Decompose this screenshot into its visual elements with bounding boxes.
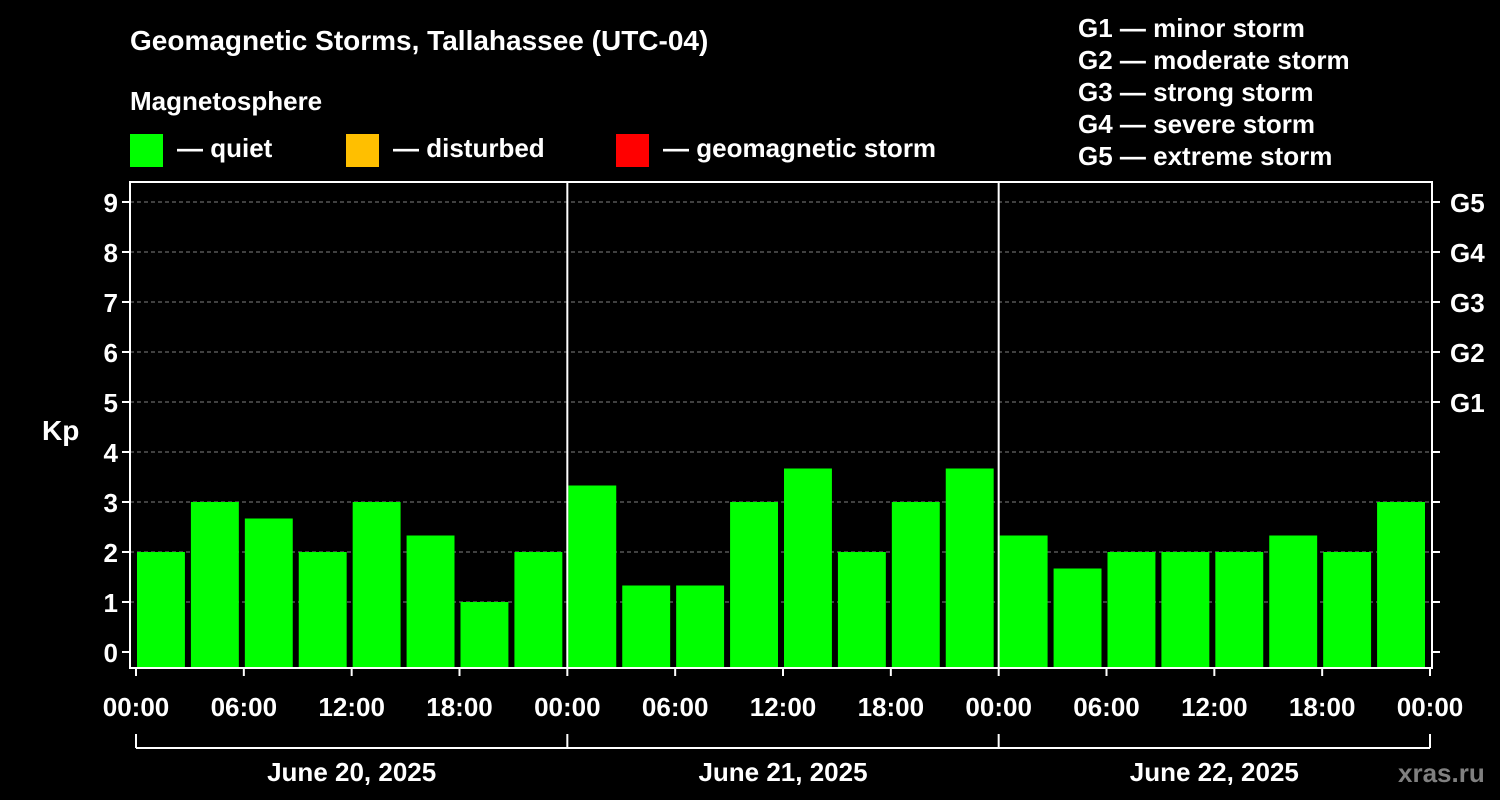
- kp-bar: [1053, 568, 1102, 668]
- kp-bar: [1323, 552, 1372, 668]
- kp-bar: [190, 502, 239, 668]
- legend-label-quiet: — quiet: [177, 133, 273, 163]
- kp-bar: [514, 552, 563, 668]
- kp-bar: [1377, 502, 1425, 668]
- y-tick-label: 5: [104, 388, 118, 418]
- bars: [137, 468, 1432, 668]
- kp-bar: [406, 535, 455, 668]
- y-axis-label: Kp: [42, 415, 79, 446]
- g-scale-g3: G3 — strong storm: [1078, 77, 1313, 107]
- kp-bar: [1161, 552, 1210, 668]
- x-tick-label: 12:00: [1181, 692, 1248, 722]
- y-tick-label: 2: [104, 538, 118, 568]
- g-level-label: G4: [1450, 238, 1485, 268]
- kp-bar: [784, 468, 832, 668]
- kp-bar: [945, 468, 994, 668]
- y-tick-label: 0: [104, 638, 118, 668]
- x-tick-label: 00:00: [534, 692, 601, 722]
- grid-lines: [130, 201, 1432, 603]
- y-tick-label: 4: [104, 438, 119, 468]
- day-label: June 20, 2025: [267, 757, 436, 787]
- kp-bar: [622, 585, 671, 668]
- x-tick-label: 18:00: [426, 692, 493, 722]
- g-scale-g2: G2 — moderate storm: [1078, 45, 1350, 75]
- kp-bar: [460, 602, 509, 668]
- g-scale-legend: G1 — minor storm G2 — moderate storm G3 …: [1078, 13, 1350, 171]
- g-scale-g4: G4 — severe storm: [1078, 109, 1315, 139]
- kp-bar: [1215, 552, 1264, 668]
- g-scale-g1: G1 — minor storm: [1078, 13, 1305, 43]
- kp-bar: [837, 552, 886, 668]
- kp-bar: [137, 552, 185, 668]
- x-tick-label: 12:00: [318, 692, 385, 722]
- watermark: xras.ru: [1398, 758, 1485, 788]
- y-tick-label: 6: [104, 338, 118, 368]
- axes: [122, 181, 1440, 749]
- kp-bar: [298, 552, 347, 668]
- y-tick-label: 8: [104, 238, 118, 268]
- x-tick-label: 18:00: [1289, 692, 1356, 722]
- chart-title: Geomagnetic Storms, Tallahassee (UTC-04): [130, 25, 708, 56]
- g-level-label: G3: [1450, 288, 1485, 318]
- kp-bar: [730, 502, 778, 668]
- x-tick-label: 06:00: [642, 692, 709, 722]
- kp-bar: [568, 485, 617, 668]
- chart-subtitle: Magnetosphere: [130, 86, 322, 116]
- plot-frame: [129, 181, 1433, 669]
- legend: — quiet — disturbed — geomagnetic storm: [130, 133, 936, 167]
- g-scale-g5: G5 — extreme storm: [1078, 141, 1332, 171]
- kp-bar: [1107, 552, 1156, 668]
- g-level-label: G2: [1450, 338, 1485, 368]
- legend-label-storm: — geomagnetic storm: [663, 133, 936, 163]
- x-tick-label: 06:00: [211, 692, 278, 722]
- legend-swatch-disturbed: [346, 134, 379, 167]
- legend-swatch-storm: [616, 134, 649, 167]
- day-label: June 21, 2025: [698, 757, 867, 787]
- kp-bar: [352, 502, 401, 668]
- day-label: June 22, 2025: [1130, 757, 1299, 787]
- x-tick-label: 06:00: [1073, 692, 1140, 722]
- tick-labels: 0 1 2 3 4 5 6 7 8 9 G1 G2 G3 G4 G5 00:00 06:00 12:00 18:00…: [103, 188, 1485, 787]
- legend-swatch-quiet: [130, 134, 163, 167]
- kp-bar: [891, 502, 940, 668]
- x-tick-label: 00:00: [965, 692, 1032, 722]
- x-tick-label: 18:00: [858, 692, 925, 722]
- y-tick-label: 3: [104, 488, 118, 518]
- x-tick-label: 00:00: [1397, 692, 1464, 722]
- x-tick-label: 00:00: [103, 692, 170, 722]
- legend-label-disturbed: — disturbed: [393, 133, 545, 163]
- x-tick-label: 12:00: [750, 692, 817, 722]
- kp-bar: [244, 518, 293, 668]
- kp-bar: [999, 535, 1048, 668]
- g-level-label: G1: [1450, 388, 1485, 418]
- g-level-label: G5: [1450, 188, 1485, 218]
- y-tick-label: 7: [104, 288, 118, 318]
- kp-bar: [676, 585, 725, 668]
- kp-bar: [1269, 535, 1318, 668]
- y-tick-label: 9: [104, 188, 118, 218]
- y-tick-label: 1: [104, 588, 118, 618]
